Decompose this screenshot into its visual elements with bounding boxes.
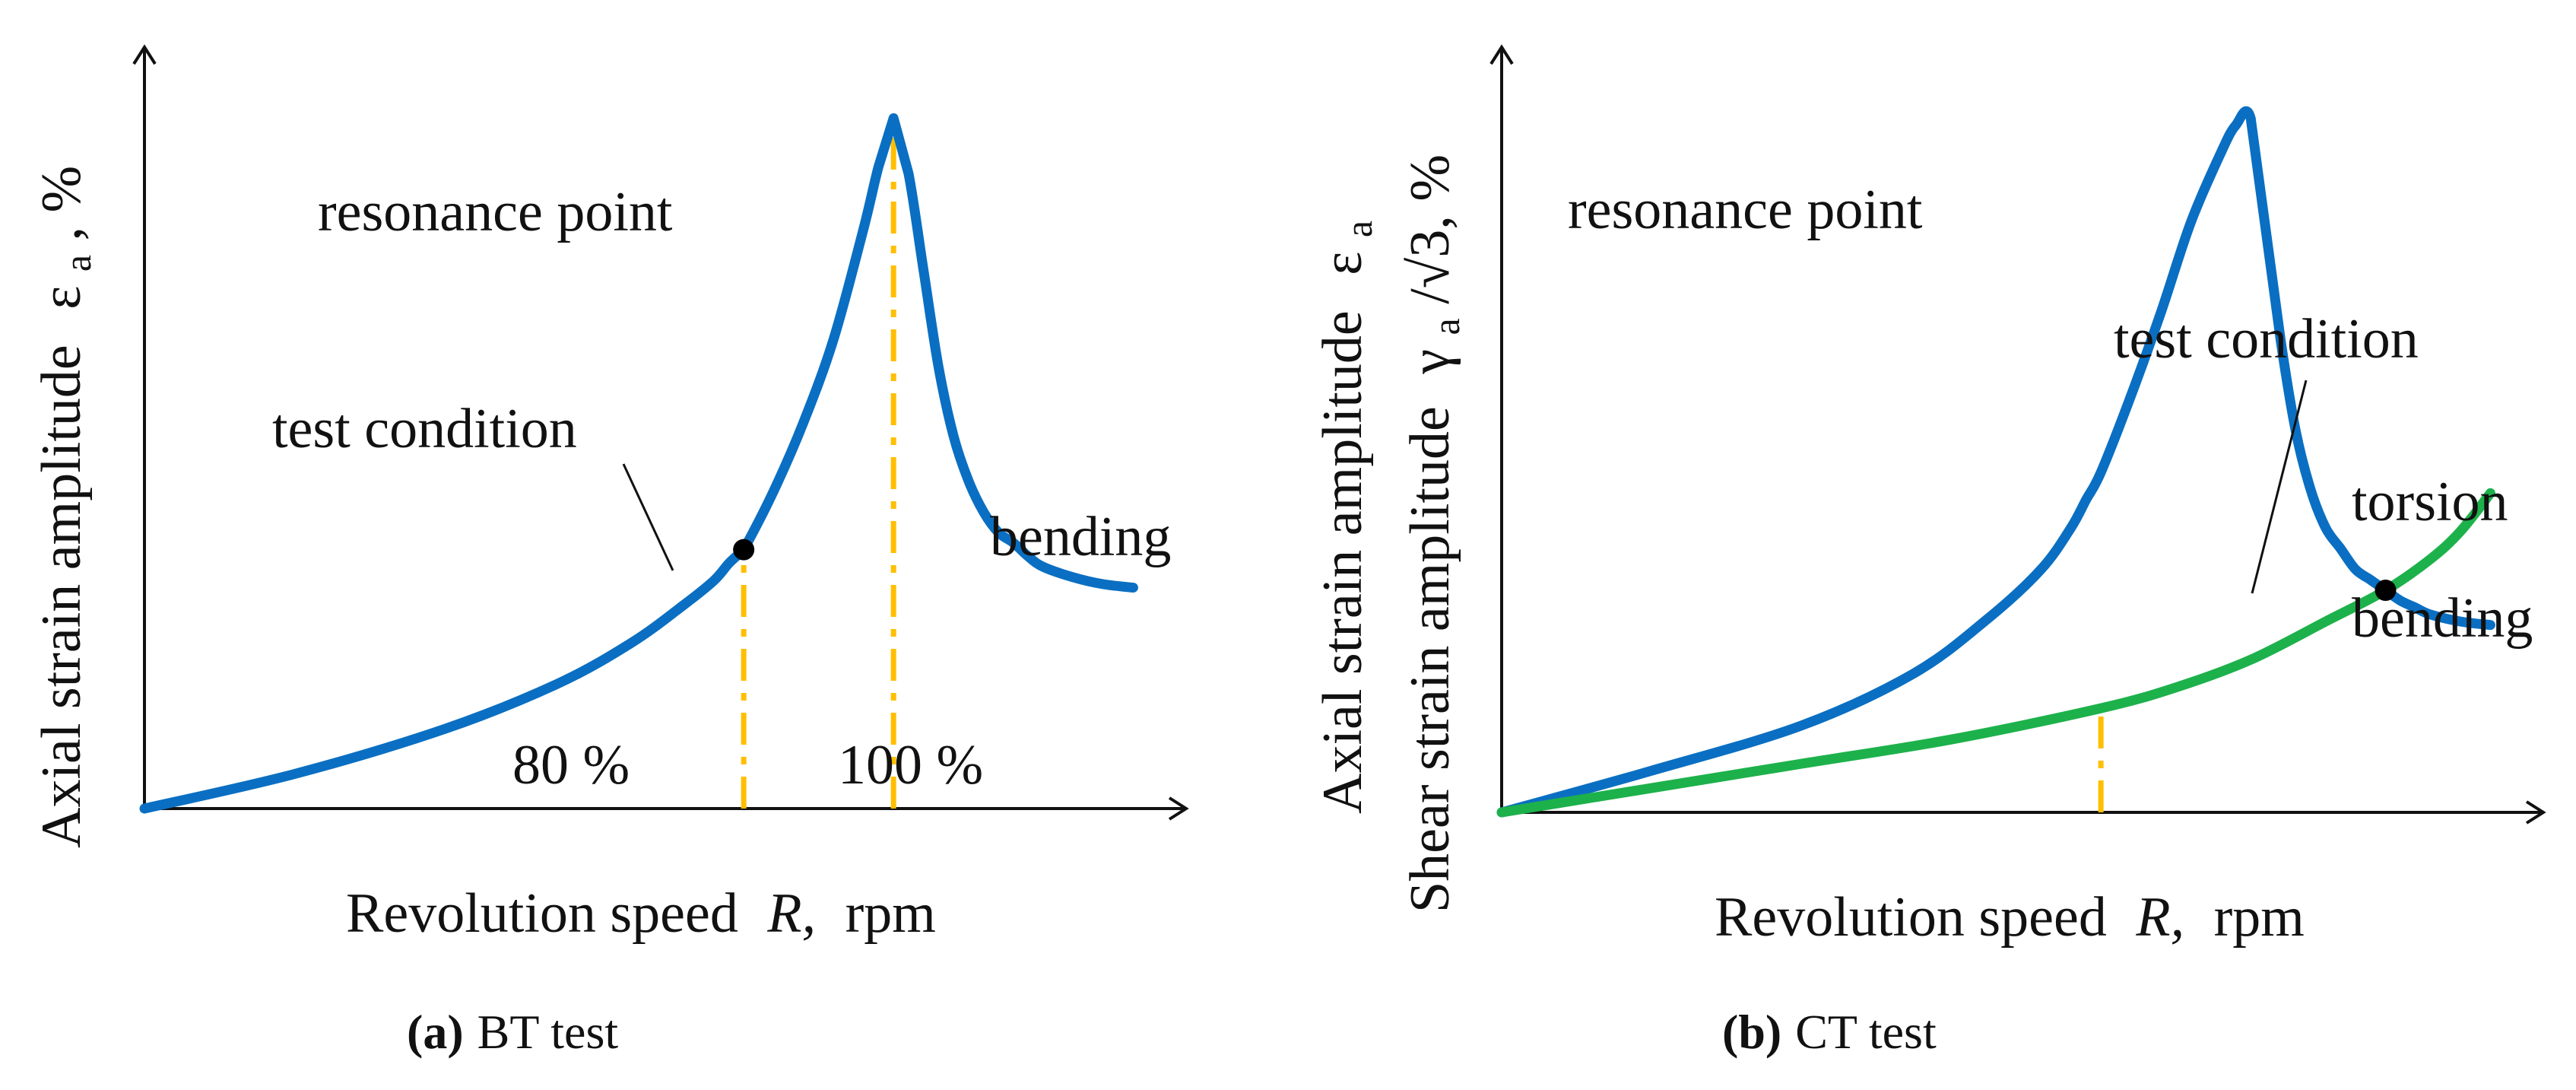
panel-a-y-label-sym: ε: [30, 286, 93, 310]
panel-b-caption-text: CT test: [1795, 1005, 1937, 1059]
panel-a-y-label: Axial strain amplitude ε a , %: [30, 166, 103, 848]
panel-a-caption: (a) BT test: [407, 1005, 618, 1059]
panel-b-x-label-unit: rpm: [2214, 886, 2305, 949]
panel-a-series-bending: [139, 113, 1138, 814]
panel-b: resonance point test condition torsion b…: [1312, 44, 2546, 1059]
panel-b-leader-line: [2251, 380, 2308, 594]
panel-a-x-label: Revolution speed R, rpm: [346, 882, 936, 945]
panel-a-y-label-unit: , %: [30, 166, 93, 241]
panel-b-y-label-shear: Shear strain amplitude γ a /√3, %: [1399, 154, 1472, 913]
panel-b-annotation-resonance: resonance point: [1568, 179, 1923, 241]
panel-a: resonance point test condition bending 8…: [30, 44, 1189, 1059]
panel-b-y-label-shear-tail: /√3, %: [1399, 154, 1461, 304]
panel-a-markers: [733, 539, 755, 561]
panel-a-guides: [741, 118, 896, 809]
panel-b-annotation-torsion: torsion: [2352, 471, 2508, 533]
panel-a-x-label-text: Revolution speed: [346, 882, 738, 945]
panel-a-leader-line: [622, 463, 674, 571]
panel-a-annotation-bending: bending: [990, 506, 1171, 568]
panel-b-test-condition-marker-0: [2375, 580, 2397, 602]
panel-b-y-label-axial-text: Axial strain amplitude: [1312, 310, 1374, 814]
panel-b-y-label-axial: Axial strain amplitude ε a: [1312, 221, 1380, 814]
panel-b-y-label-shear-sym: γ: [1399, 349, 1461, 375]
panel-b-markers: [2375, 580, 2397, 602]
panel-b-y-label-shear-text: Shear strain amplitude: [1399, 406, 1461, 913]
panel-b-y-label-axial-sym: ε: [1312, 252, 1374, 275]
panel-a-x-label-var: R,: [766, 882, 816, 945]
panel-a-series: [139, 113, 1138, 814]
panel-b-x-label-var: R,: [2135, 886, 2184, 949]
panel-b-y-label-axial-sub: a: [1337, 221, 1380, 237]
panel-a-caption-tag: (a): [407, 1005, 464, 1059]
panel-a-x-label-unit: rpm: [845, 882, 936, 945]
panel-a-annotation-80: 80 %: [512, 734, 630, 796]
panel-a-annotation-100: 100 %: [838, 734, 983, 796]
panel-a-caption-text: BT test: [477, 1005, 619, 1059]
panel-b-annotation-bending: bending: [2352, 587, 2533, 650]
panel-b-x-label-text: Revolution speed: [1715, 886, 2107, 949]
panel-b-series-torsion: [1496, 488, 2495, 818]
panel-a-annotation-resonance: resonance point: [318, 181, 673, 243]
panel-b-caption: (b) CT test: [1722, 1005, 1937, 1059]
panel-a-annotation-test-condition: test condition: [272, 398, 577, 460]
panel-a-y-label-text: Axial strain amplitude: [30, 345, 93, 848]
panel-a-y-label-sub: a: [56, 255, 99, 272]
panel-b-caption-tag: (b): [1722, 1005, 1781, 1059]
panel-a-test-condition-marker-0: [733, 539, 755, 561]
panel-b-annotation-test-condition: test condition: [2114, 308, 2419, 370]
panel-b-x-label: Revolution speed R, rpm: [1715, 886, 2305, 949]
panel-b-y-label-shear-sub: a: [1425, 318, 1467, 335]
